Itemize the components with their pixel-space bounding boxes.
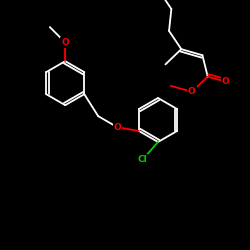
Text: Cl: Cl (138, 155, 147, 164)
Text: O: O (61, 38, 69, 47)
Text: O: O (188, 87, 196, 96)
Text: O: O (222, 77, 230, 86)
Text: O: O (114, 123, 121, 132)
